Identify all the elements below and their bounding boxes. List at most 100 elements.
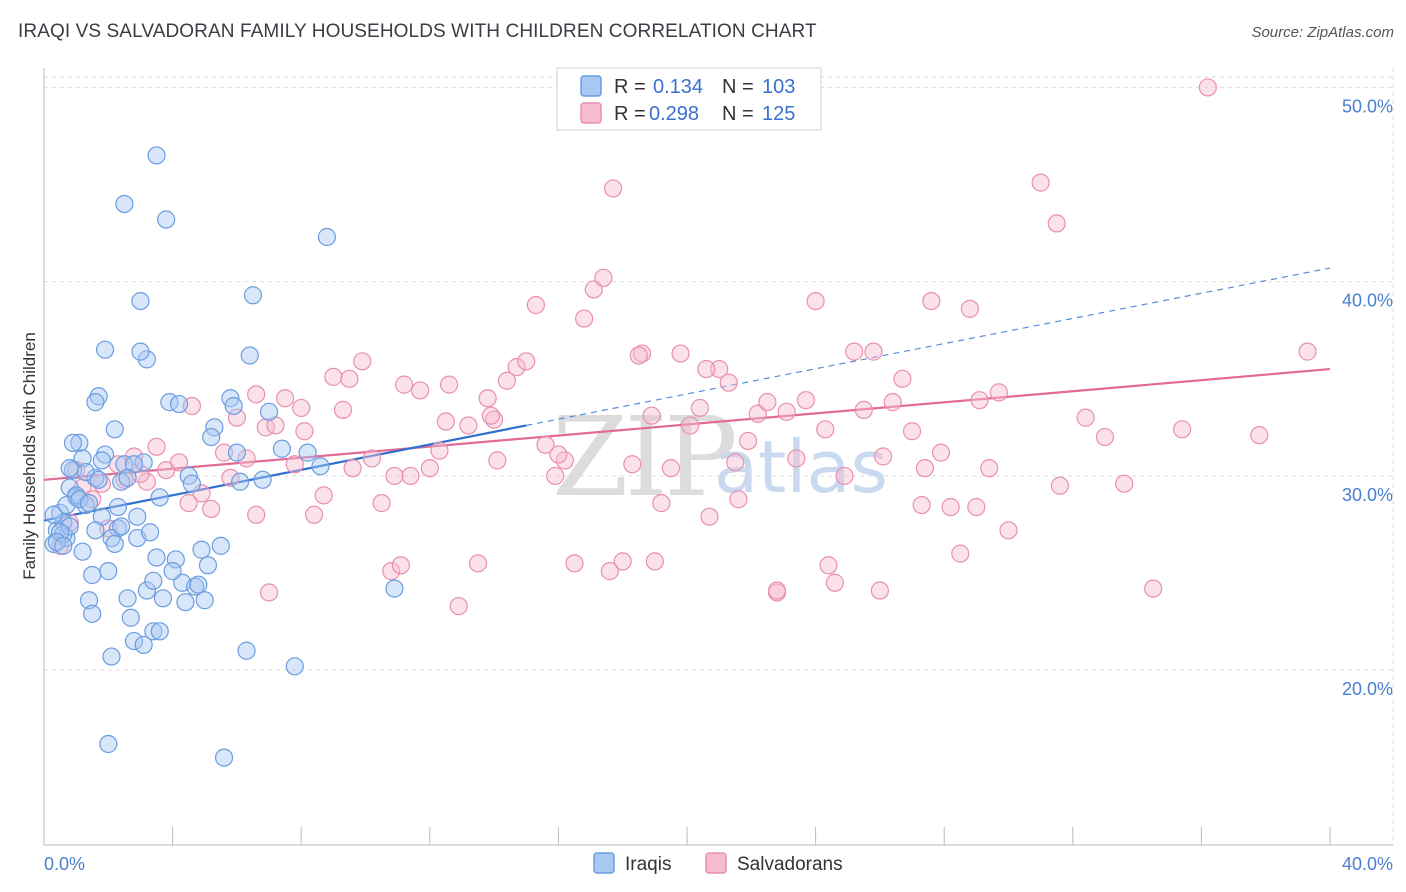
salvadoran-point xyxy=(600,562,619,581)
iraqi-point xyxy=(54,536,73,555)
series-legend-swatch-salvadorans[interactable] xyxy=(705,852,727,874)
iraqi-point xyxy=(237,641,256,660)
iraqi-point xyxy=(189,575,208,594)
salvadoran-point xyxy=(854,400,873,419)
salvadoran-point xyxy=(221,468,240,487)
salvadoran-point xyxy=(594,268,613,287)
salvadoran-point xyxy=(115,470,134,489)
iraqi-point xyxy=(86,468,105,487)
chart-title: IRAQI VS SALVADORAN FAMILY HOUSEHOLDS WI… xyxy=(18,21,817,42)
stats-legend-swatch-iraqis xyxy=(580,75,602,97)
y-tick-label: 50.0% xyxy=(1342,96,1393,116)
iraqi-point xyxy=(272,439,292,458)
salvadoran-point xyxy=(960,299,980,318)
iraqi-point xyxy=(182,474,201,493)
salvadoran-point xyxy=(912,495,931,515)
salvadoran-point xyxy=(549,445,568,464)
salvadoran-point xyxy=(652,494,671,513)
iraqi-point xyxy=(60,459,79,478)
iraqi-point xyxy=(166,550,185,569)
salvadoran-point xyxy=(340,369,359,388)
salvadoran-point xyxy=(247,505,266,524)
iraqi-point xyxy=(131,342,150,361)
iraqi-point xyxy=(112,517,131,536)
stats-legend-r-label-iraqis: R = xyxy=(614,76,646,98)
salvadoran-point xyxy=(394,375,414,394)
y-axis-label: Family Households with Children xyxy=(20,332,39,580)
salvadoran-point xyxy=(382,562,401,581)
iraqi-point xyxy=(192,540,211,559)
iraqi-point xyxy=(231,472,250,491)
salvadoran-point xyxy=(1047,214,1066,233)
salvadoran-point xyxy=(192,484,211,503)
iraqi-point xyxy=(186,577,205,596)
iraqi-point xyxy=(134,635,153,655)
salvadoran-point xyxy=(845,342,864,361)
salvadoran-point xyxy=(941,497,960,517)
salvadoran-point xyxy=(420,459,439,478)
iraqi-point xyxy=(102,528,121,548)
iraqi-point xyxy=(211,536,230,555)
series-legend-label-iraqis[interactable]: Iraqis xyxy=(625,854,671,875)
iraqi-point xyxy=(79,591,99,610)
iraqi-point xyxy=(147,146,166,165)
iraqi-point xyxy=(50,523,70,542)
salvadoran-point xyxy=(1298,342,1317,361)
salvadoran-point xyxy=(1031,173,1050,192)
series-legend-swatch-iraqis[interactable] xyxy=(593,852,615,874)
iraqi-point xyxy=(205,418,224,437)
salvadoran-point xyxy=(584,280,603,299)
iraqi-point xyxy=(240,346,259,365)
iraqi-point xyxy=(163,562,182,581)
iraqi-point xyxy=(44,505,63,524)
stats-legend-n-value-iraqis: 103 xyxy=(762,76,795,98)
salvadoran-point xyxy=(1095,427,1115,447)
trend-lines xyxy=(43,267,1331,522)
salvadoran-point xyxy=(787,449,806,468)
iraqi-point xyxy=(214,748,234,767)
salvadoran-point xyxy=(690,398,709,418)
iraqi-point xyxy=(144,571,163,590)
iraqi-point xyxy=(137,581,156,600)
salvadoran-point xyxy=(488,451,507,470)
salvadoran-point xyxy=(575,309,594,328)
salvadoran-point xyxy=(497,371,517,390)
salvadoran-point xyxy=(124,447,144,466)
salvadoran-point xyxy=(819,556,838,575)
salvadoran-point xyxy=(1173,420,1192,439)
iraqi-point xyxy=(259,402,279,421)
salvadoran-point xyxy=(179,494,198,513)
iraqi-point xyxy=(118,468,137,487)
iraqi-point xyxy=(89,470,108,489)
iraqi-point xyxy=(157,210,176,229)
salvadoran-point xyxy=(806,292,825,311)
salvadoran-point xyxy=(951,544,970,563)
salvadoran-point xyxy=(642,406,661,425)
iraqi-point xyxy=(124,631,144,651)
salvadoran-point xyxy=(825,573,844,592)
stats-legend-n-value-salvadorans: 125 xyxy=(762,103,795,125)
iraqi-point xyxy=(385,579,404,598)
iraqi-point xyxy=(118,589,137,608)
salvadoran-point xyxy=(719,373,738,392)
salvadoran-point xyxy=(603,179,623,198)
salvadoran-point xyxy=(1144,579,1163,598)
iraqi-point xyxy=(128,507,147,526)
iraqi-point xyxy=(140,523,160,542)
iraqi-point xyxy=(95,340,115,359)
salvadoran-point xyxy=(214,443,234,462)
salvadoran-point xyxy=(295,422,314,441)
iraqi-point xyxy=(150,622,169,641)
salvadoran-point xyxy=(401,466,420,486)
iraqi-point xyxy=(224,396,243,416)
salvadoran-point xyxy=(893,369,912,388)
y-tick-label: 30.0% xyxy=(1342,485,1393,505)
salvadoran-point xyxy=(767,581,787,600)
salvadoran-point xyxy=(546,466,565,486)
iraqi-point xyxy=(79,494,99,513)
salvadoran-point xyxy=(710,359,729,379)
salvadoran-point xyxy=(362,449,382,468)
salvadoran-point xyxy=(931,443,951,462)
salvadoran-point xyxy=(468,554,488,573)
series-legend-label-salvadorans[interactable]: Salvadorans xyxy=(737,854,843,875)
